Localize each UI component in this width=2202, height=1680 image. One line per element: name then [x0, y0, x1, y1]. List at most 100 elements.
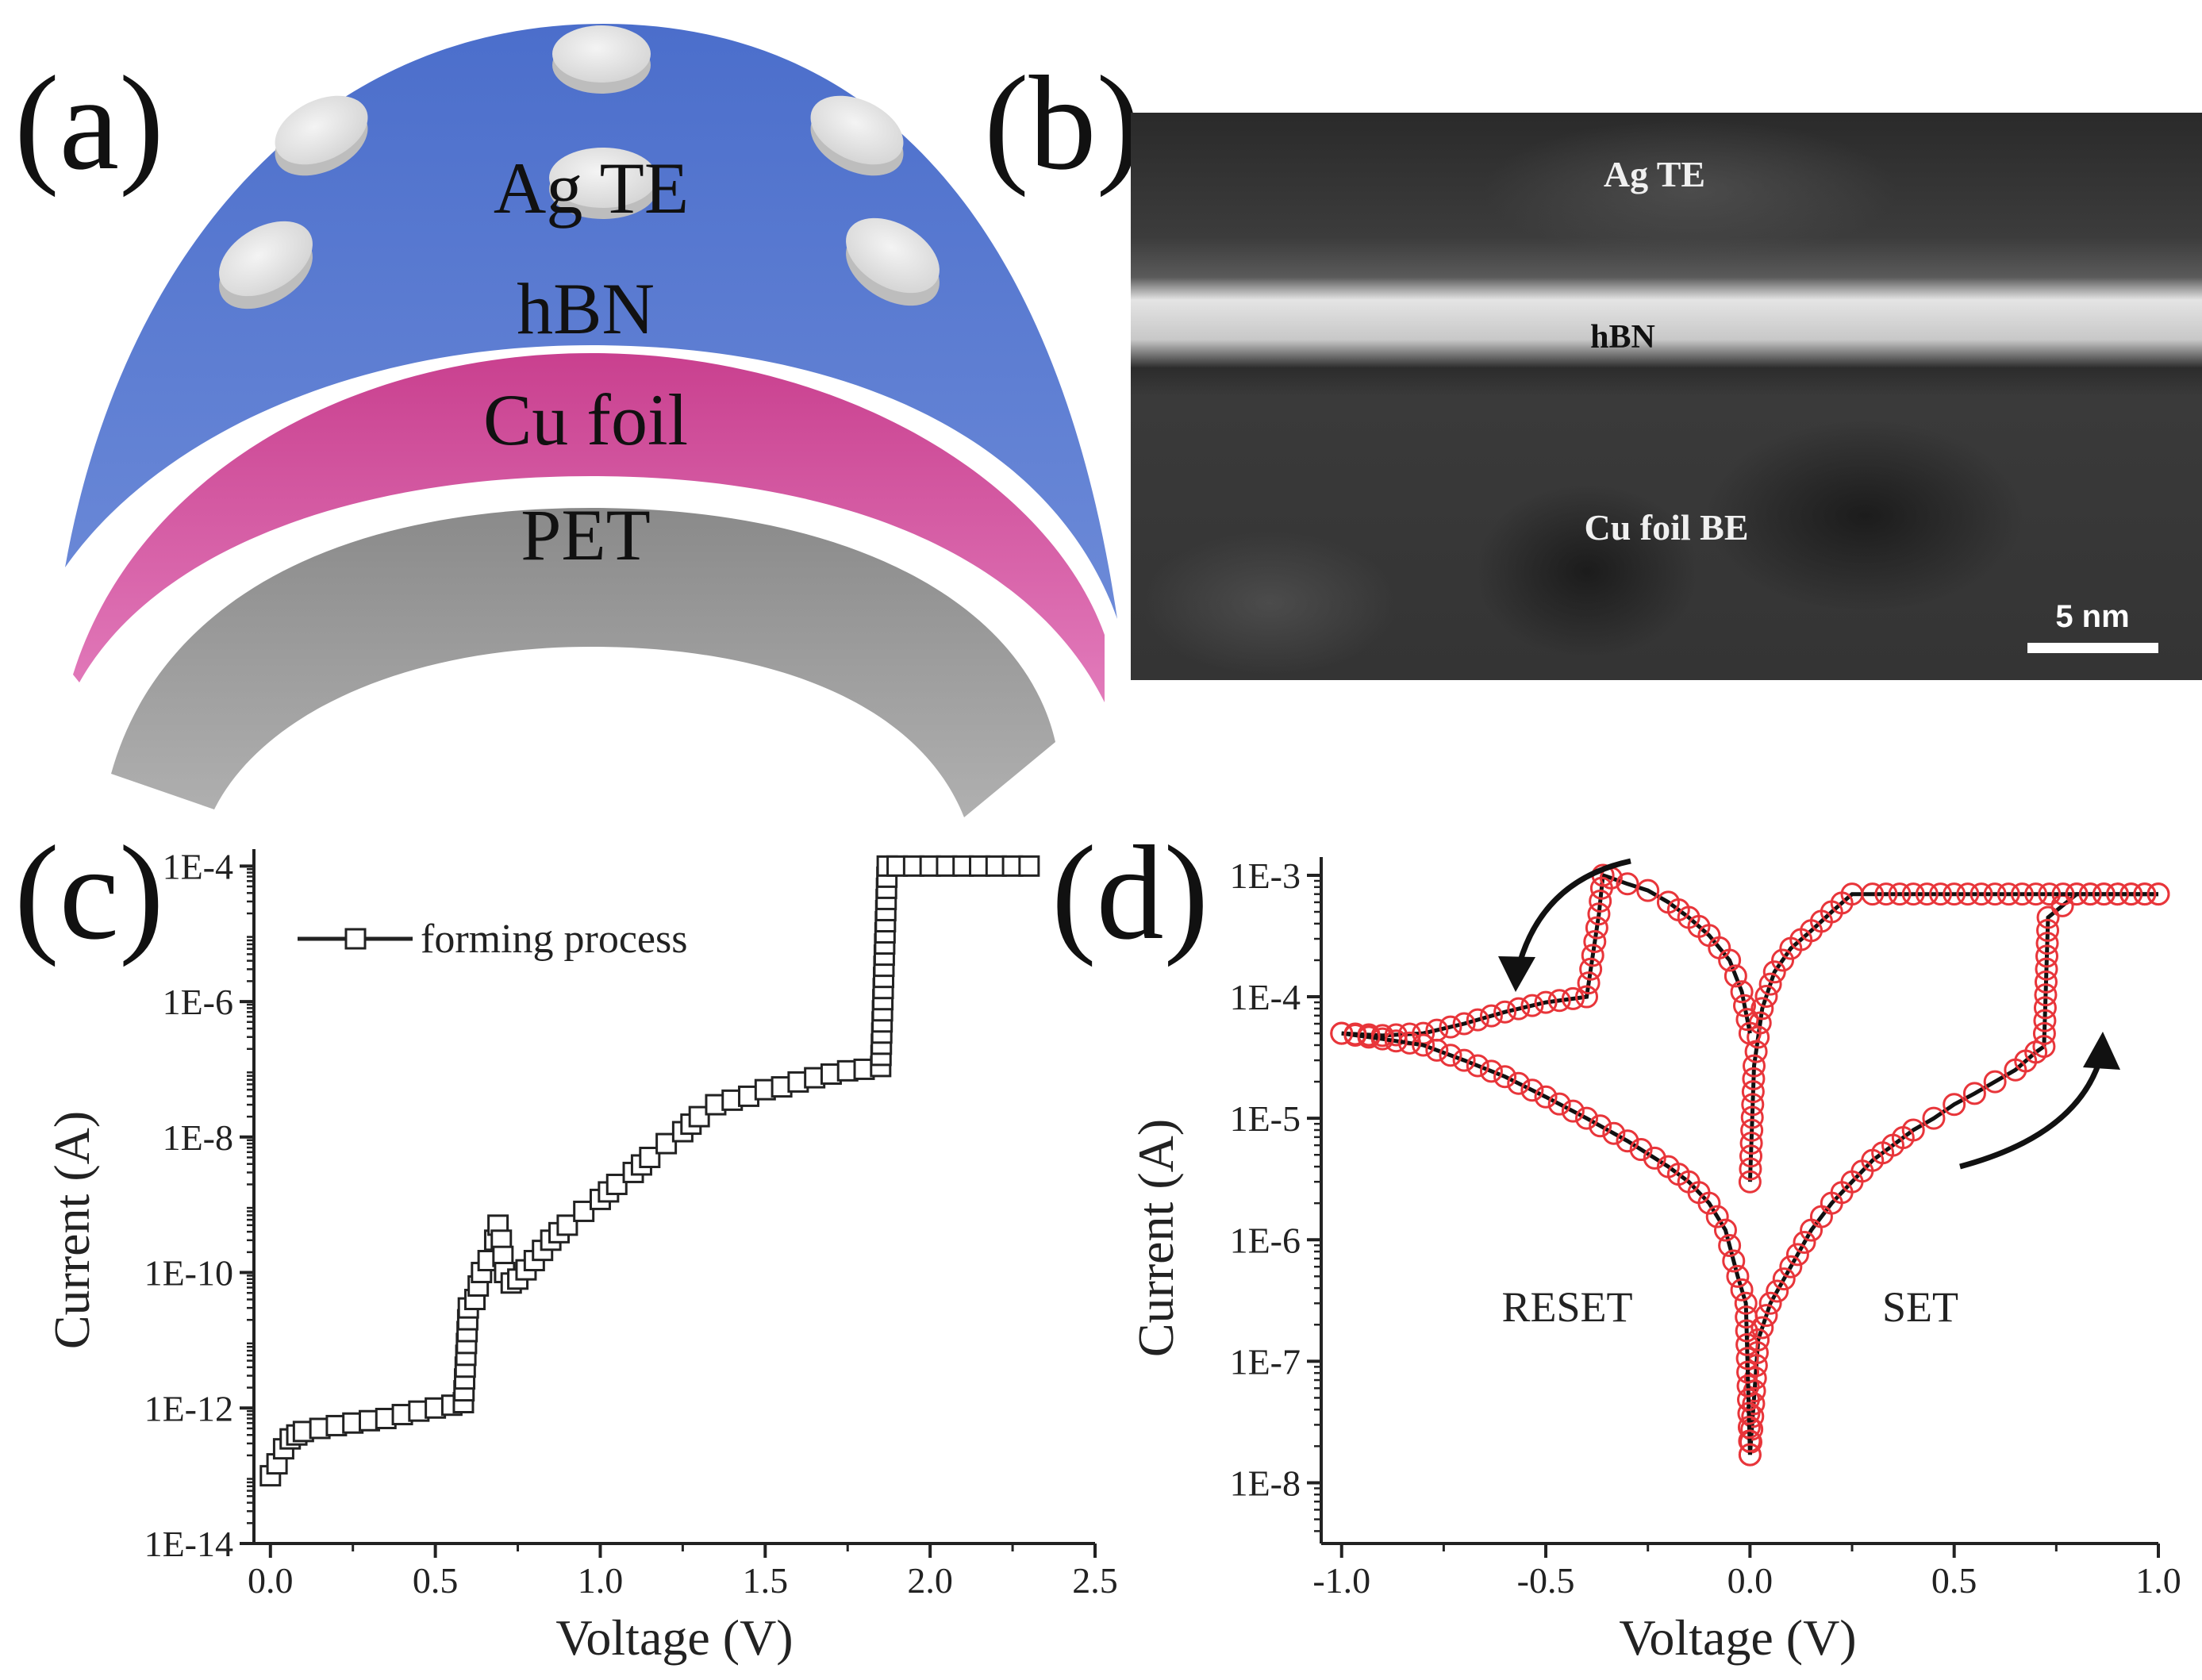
data-point	[2035, 957, 2058, 981]
data-point	[1915, 882, 1939, 906]
y-tick-label: 1E-6	[163, 982, 233, 1022]
data-point	[2078, 882, 2102, 906]
data-point	[1643, 1146, 1666, 1170]
data-point	[2051, 882, 2075, 906]
y-tick-label: 1E-4	[1230, 977, 1301, 1017]
data-point	[1736, 1388, 1760, 1412]
panel-d: (d) -1.0 -0.5 0.0 0.5 1.0 1E-8 1E-7 1E-6 1E-5 1E-…	[1051, 818, 2181, 1666]
data-point	[1901, 1118, 1925, 1142]
data-point	[1983, 1070, 2007, 1094]
data-point	[1738, 1021, 1762, 1045]
panel-label-b: (b)	[984, 48, 1141, 198]
scale-bar	[2027, 643, 2158, 653]
arrow-head	[2083, 1032, 2120, 1070]
data-point	[1738, 1443, 1762, 1467]
data-point	[1739, 1132, 1763, 1155]
data-point	[1983, 882, 2007, 906]
data-point	[1741, 1080, 1765, 1104]
y-tick-label: 1E-10	[144, 1253, 233, 1294]
data-point	[1370, 1027, 1394, 1051]
data-point	[1758, 1291, 1782, 1315]
data-point	[1520, 994, 1544, 1017]
electrode-disc	[549, 148, 657, 208]
arrow-head	[1498, 956, 1535, 992]
data-point	[1793, 1230, 1816, 1254]
data-point	[1735, 1008, 1759, 1032]
data-point	[1575, 985, 1599, 1009]
data-point	[2133, 882, 2157, 906]
data-point	[1771, 948, 1795, 972]
x-tick-label: 2.5	[1072, 1560, 1118, 1601]
series-line	[1747, 892, 2158, 1182]
data-point	[1018, 855, 1040, 877]
data-point	[1922, 1106, 1946, 1130]
data-point	[1581, 944, 1604, 967]
data-point	[1962, 1082, 1986, 1105]
cu-foil-layer	[73, 353, 1105, 702]
data-point	[2092, 882, 2116, 906]
data-point	[1739, 1144, 1763, 1168]
data-point	[2106, 882, 2130, 906]
data-point	[1602, 1121, 1626, 1145]
data-point	[2036, 905, 2060, 929]
data-point	[2033, 996, 2057, 1020]
data-point	[1547, 1092, 1571, 1116]
data-point	[1929, 882, 1953, 906]
data-point	[1740, 1105, 1764, 1129]
x-tick-label: 1.5	[743, 1560, 789, 1601]
data-point	[1357, 1025, 1381, 1049]
data-point	[1452, 1048, 1476, 1072]
panel-c: (c) 0.0 0.5 1.0 1.5 2.0 2.5 1E-14 1E-12 1E-10 1E-…	[14, 818, 1118, 1666]
data-point	[1561, 1099, 1585, 1123]
annotation-reset: RESET	[1501, 1283, 1632, 1331]
tem-texture	[1143, 532, 1397, 675]
data-point	[1754, 985, 1778, 1009]
data-point	[1739, 1157, 1762, 1181]
data-point	[1735, 1347, 1759, 1371]
data-point	[1766, 1279, 1789, 1303]
electrode-disc	[219, 221, 313, 297]
legend-c: forming process	[298, 917, 687, 962]
data-point	[1384, 1023, 1408, 1047]
data-point	[1697, 1191, 1721, 1215]
sweep-arrow-reset	[1498, 858, 1631, 992]
data-point	[1330, 1021, 1354, 1045]
data-point	[1726, 1264, 1750, 1288]
data-point	[2034, 970, 2058, 994]
panel-a: (a) Ag TE hBN Cu foil PET	[14, 24, 1117, 817]
data-point	[1616, 872, 1639, 896]
data-point	[1724, 964, 1747, 988]
legend-marker	[344, 928, 367, 950]
data-point	[1534, 1085, 1558, 1109]
data-point	[1384, 1029, 1408, 1053]
data-point	[1583, 930, 1607, 954]
data-point	[1901, 882, 1925, 906]
data-point	[1742, 1067, 1766, 1090]
data-point	[2119, 882, 2143, 906]
data-point	[1737, 1415, 1761, 1439]
data-point	[1736, 1360, 1760, 1384]
data-point	[1758, 972, 1782, 996]
data-point	[1718, 1234, 1742, 1258]
data-point	[1425, 1038, 1449, 1062]
data-point	[1738, 1170, 1762, 1194]
data-point	[1750, 997, 1774, 1021]
data-point	[639, 1147, 661, 1169]
data-point	[1737, 1401, 1761, 1425]
panel-label-d: (d)	[1051, 818, 1209, 967]
data-point	[1713, 1218, 1737, 1242]
data-point	[1733, 994, 1757, 1017]
data-point	[2065, 882, 2089, 906]
data-point	[1743, 1367, 1767, 1390]
data-point	[2032, 1021, 2056, 1045]
data-point	[2033, 1009, 2057, 1032]
data-point	[1956, 882, 1980, 906]
annotation-set: SET	[1882, 1283, 1958, 1331]
data-point	[1507, 1071, 1531, 1095]
data-point	[1587, 902, 1611, 926]
data-point	[1439, 1044, 1462, 1067]
chart-c: 0.0 0.5 1.0 1.5 2.0 2.5 1E-14 1E-12 1E-10 1E-8 1E-…	[144, 846, 1118, 1601]
y-tick-label: 1E-6	[1230, 1220, 1301, 1260]
chart-d-xlabel: Voltage (V)	[1619, 1609, 1856, 1666]
data-point	[1743, 1054, 1766, 1078]
